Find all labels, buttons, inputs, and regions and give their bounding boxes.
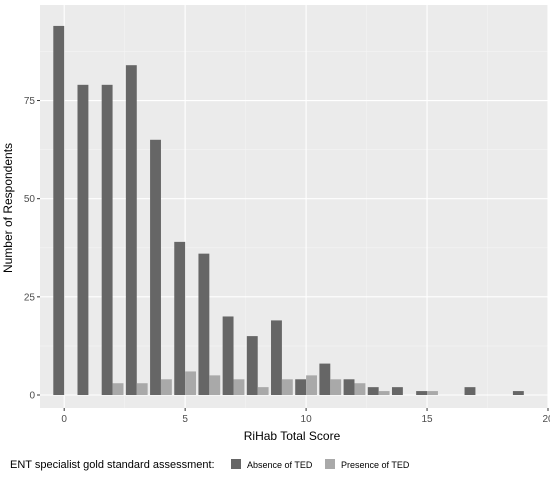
bar-absence-11 <box>319 363 331 395</box>
bar-absence-8 <box>246 336 258 395</box>
bar-absence-2 <box>101 84 113 395</box>
bar-presence-15 <box>427 391 438 395</box>
bar-absence-10 <box>295 379 307 395</box>
bar-absence-1 <box>77 84 89 395</box>
bar-absence-0 <box>53 25 65 396</box>
x-tick-label: 15 <box>421 414 433 425</box>
legend-label-presence: Presence of TED <box>341 460 410 470</box>
bar-absence-14 <box>391 387 403 395</box>
legend-swatch-absence <box>231 459 241 469</box>
bar-absence-3 <box>125 65 137 395</box>
bar-absence-9 <box>271 320 282 395</box>
bar-absence-5 <box>174 241 186 395</box>
x-tick-label: 5 <box>182 414 188 425</box>
y-axis-title: Number of Respondents <box>1 143 15 273</box>
bar-presence-12 <box>354 383 366 395</box>
bar-presence-13 <box>378 391 390 395</box>
bars <box>53 25 524 396</box>
bar-presence-10 <box>306 375 317 395</box>
x-tick-label: 10 <box>301 414 313 425</box>
bar-presence-3 <box>136 383 148 395</box>
bar-absence-6 <box>198 253 210 395</box>
y-tick-label: 25 <box>24 292 36 303</box>
bar-absence-19 <box>512 391 524 395</box>
y-tick-label: 75 <box>24 96 36 107</box>
bar-absence-15 <box>416 391 428 395</box>
bar-presence-6 <box>209 375 221 395</box>
bar-presence-4 <box>160 379 172 395</box>
bar-absence-12 <box>343 379 355 395</box>
bar-absence-17 <box>464 387 476 395</box>
bar-presence-8 <box>257 387 269 395</box>
panel-background <box>40 5 548 408</box>
legend: ENT specialist gold standard assessment:… <box>10 459 410 471</box>
x-axis-title: RiHab Total Score <box>244 429 341 443</box>
gridlines <box>40 5 549 408</box>
x-tick-label: 0 <box>61 414 67 425</box>
bar-presence-7 <box>233 379 245 395</box>
bar-absence-7 <box>222 316 234 395</box>
bar-presence-2 <box>112 383 124 395</box>
bar-absence-13 <box>367 387 379 395</box>
legend-swatch-presence <box>325 459 335 469</box>
legend-title: ENT specialist gold standard assessment: <box>10 459 215 471</box>
x-tick-label: 20 <box>542 414 550 425</box>
bar-presence-5 <box>185 371 197 395</box>
bar-presence-9 <box>281 379 293 395</box>
y-tick-label: 0 <box>29 391 35 402</box>
bar-absence-4 <box>150 139 161 395</box>
axes: 0 5 10 15 20 0 25 50 75 <box>24 96 550 425</box>
legend-label-absence: Absence of TED <box>247 460 313 470</box>
bar-presence-11 <box>330 379 342 395</box>
y-tick-label: 50 <box>24 194 36 205</box>
